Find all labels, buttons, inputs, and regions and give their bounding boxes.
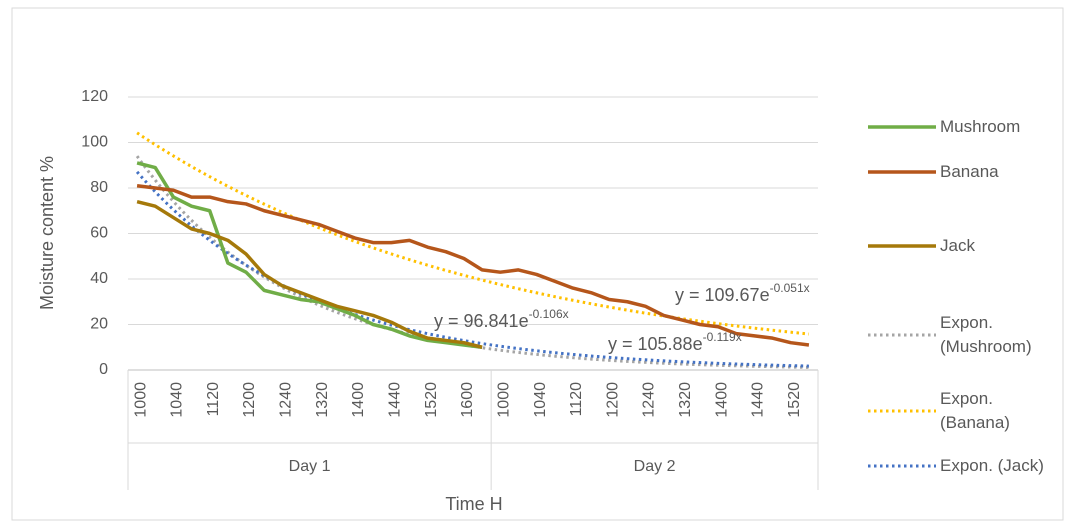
equation-base: y = 105.88e [608,334,703,354]
x-tick-label: 1200 [604,382,621,418]
trendline [136,131,810,336]
x-tick-label: 1200 [241,382,258,418]
trendline-equation: y = 96.841e-0.106x [434,307,569,331]
equation-base: y = 109.67e [675,285,770,305]
y-tick-label: 100 [81,134,108,151]
y-tick-label: 120 [81,88,108,105]
group-label: Day 1 [289,458,331,475]
x-tick-label: 1400 [713,382,730,418]
x-tick-label: 1240 [278,382,295,418]
trendline-equation: y = 105.88e-0.119x [608,330,742,354]
y-tick-label: 0 [99,361,108,378]
equation-exponent: -0.106x [529,307,569,321]
x-tick-label: 1040 [169,382,186,418]
series-line [136,183,810,347]
series-line [136,161,483,349]
legend-label: Expon. (Mushroom) [940,313,1032,356]
y-tick-label: 60 [90,225,108,242]
x-tick-label: 1240 [641,382,658,418]
legend-label: Banana [940,162,999,181]
equation-exponent: -0.119x [703,330,742,344]
trendline-equation: y = 109.67e-0.051x [675,281,810,305]
group-label: Day 2 [634,458,676,475]
y-tick-label: 80 [90,179,108,196]
series-line [136,199,483,349]
x-tick-label: 1040 [532,382,549,418]
x-axis-title: Time H [445,494,502,514]
trendline [135,170,809,368]
x-tick-label: 1400 [350,382,367,418]
equation-exponent: -0.051x [770,281,810,295]
x-tick-label: 1440 [387,382,404,418]
y-axis-title: Moisture content % [37,156,57,310]
chart-border [11,7,1064,521]
x-tick-label: 1440 [750,382,767,418]
legend-label: Mushroom [940,117,1021,136]
y-tick-label: 40 [90,270,108,287]
x-tick-label: 1600 [459,382,476,418]
x-tick-label: 1520 [423,382,440,418]
x-tick-label: 1120 [205,382,222,417]
x-tick-label: 1000 [132,382,149,418]
legend-label: Jack [940,236,975,255]
x-tick-label: 1320 [677,382,694,418]
x-tick-label: 1520 [786,382,803,418]
x-tick-label: 1320 [314,382,331,418]
y-tick-label: 20 [90,316,108,333]
equation-base: y = 96.841e [434,311,529,331]
legend-label: Expon. (Jack) [940,456,1044,475]
x-tick-label: 1120 [568,382,585,417]
legend-label: Expon. (Banana) [940,389,1010,432]
x-tick-label: 1000 [495,382,512,418]
